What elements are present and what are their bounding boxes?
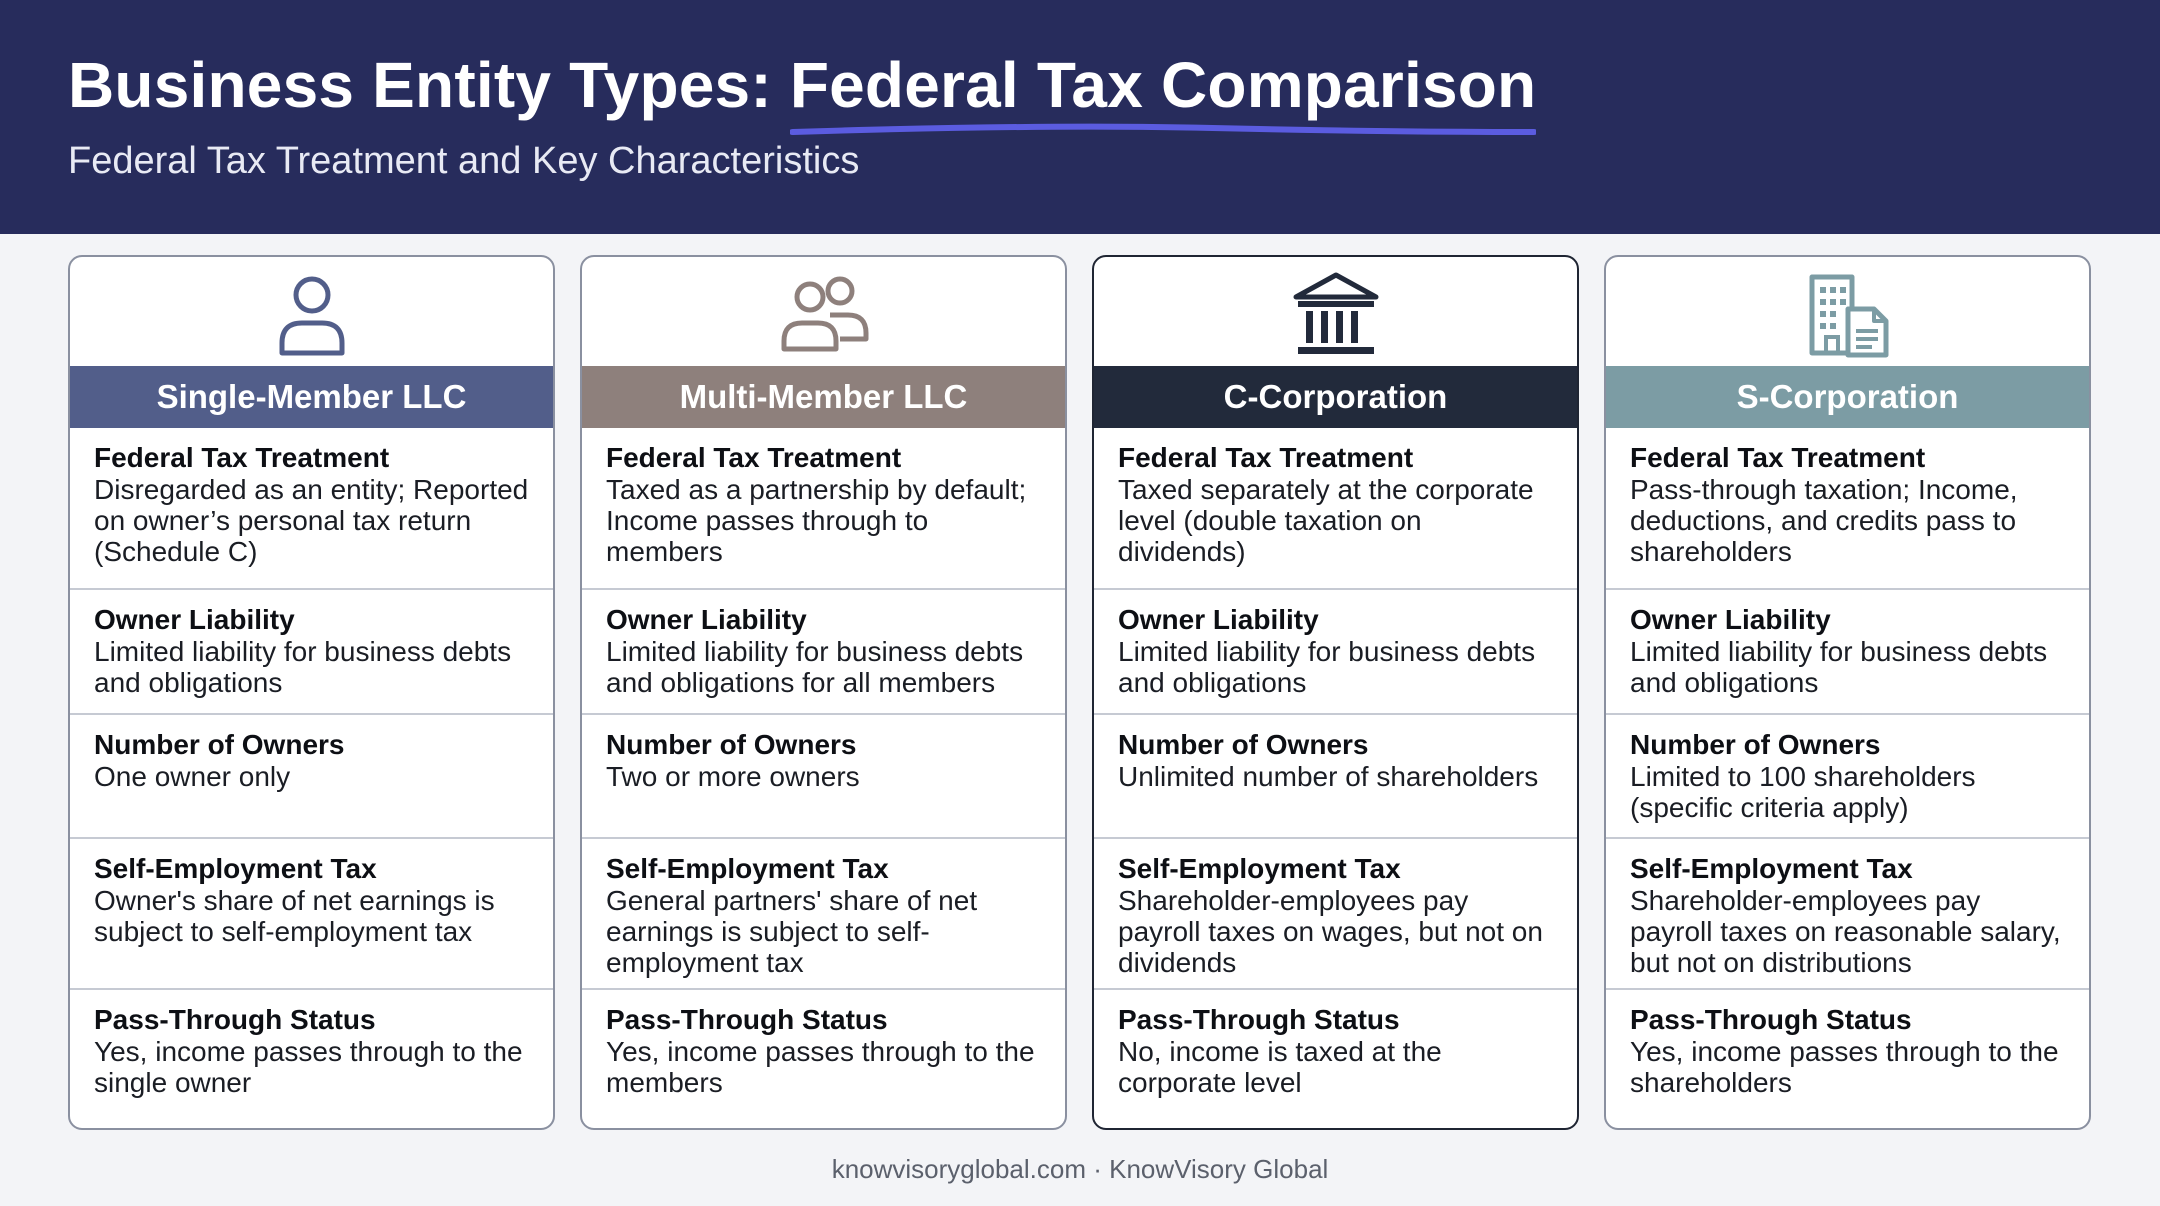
card-title: Multi-Member LLC — [582, 366, 1065, 428]
row-label: Self-Employment Tax — [1630, 853, 1913, 884]
page-subtitle: Federal Tax Treatment and Key Characteri… — [68, 140, 860, 182]
row-text: Yes, income passes through to the single… — [94, 1036, 523, 1098]
title-highlight: Federal Tax Comparison — [789, 48, 1537, 135]
row-owner-liability: Owner Liability Limited liability for bu… — [582, 588, 1065, 713]
row-federal-tax-treatment: Federal Tax Treatment Pass-through taxat… — [1606, 428, 2089, 588]
row-federal-tax-treatment: Federal Tax Treatment Disregarded as an … — [70, 428, 553, 588]
row-pass-through-status: Pass-Through Status Yes, income passes t… — [70, 988, 553, 1128]
card-title: Single-Member LLC — [70, 366, 553, 428]
row-label: Number of Owners — [94, 729, 345, 760]
row-label: Owner Liability — [1630, 604, 1831, 635]
row-label: Number of Owners — [606, 729, 857, 760]
page-title: Business Entity Types: Federal Tax Compa… — [68, 48, 1537, 135]
row-label: Federal Tax Treatment — [1630, 442, 1926, 473]
row-number-of-owners: Number of Owners One owner only — [70, 713, 553, 837]
row-text: Unlimited number of shareholders — [1118, 761, 1539, 792]
row-self-employment-tax: Self-Employment Tax Shareholder-employee… — [1094, 837, 1577, 988]
row-label: Self-Employment Tax — [606, 853, 889, 884]
row-pass-through-status: Pass-Through Status Yes, income passes t… — [582, 988, 1065, 1128]
row-self-employment-tax: Self-Employment Tax General partners' sh… — [582, 837, 1065, 988]
row-label: Number of Owners — [1118, 729, 1369, 760]
title-highlight-text: Federal Tax Comparison — [789, 49, 1537, 121]
row-text: Two or more owners — [606, 761, 860, 792]
row-label: Number of Owners — [1630, 729, 1881, 760]
card-c-corporation: C-Corporation Federal Tax Treatment Taxe… — [1092, 255, 1579, 1130]
row-label: Self-Employment Tax — [94, 853, 377, 884]
row-self-employment-tax: Self-Employment Tax Shareholder-employee… — [1606, 837, 2089, 988]
row-label: Pass-Through Status — [606, 1004, 888, 1035]
row-pass-through-status: Pass-Through Status Yes, income passes t… — [1606, 988, 2089, 1128]
row-label: Federal Tax Treatment — [606, 442, 902, 473]
card-title: S-Corporation — [1606, 366, 2089, 428]
row-text: Yes, income passes through to the shareh… — [1630, 1036, 2059, 1098]
card-title: C-Corporation — [1094, 366, 1577, 428]
row-text: Limited liability for business debts and… — [606, 636, 1024, 698]
row-federal-tax-treatment: Federal Tax Treatment Taxed separately a… — [1094, 428, 1577, 588]
row-label: Pass-Through Status — [1630, 1004, 1912, 1035]
office-document-icon — [1809, 274, 1888, 357]
people-icon — [781, 276, 868, 351]
card-single-member-llc: Single-Member LLC Federal Tax Treatment … — [68, 255, 555, 1130]
row-label: Federal Tax Treatment — [94, 442, 390, 473]
row-owner-liability: Owner Liability Limited liability for bu… — [70, 588, 553, 713]
header-banner: Business Entity Types: Federal Tax Compa… — [0, 0, 2160, 234]
row-label: Owner Liability — [1118, 604, 1319, 635]
row-number-of-owners: Number of Owners Two or more owners — [582, 713, 1065, 837]
row-text: Pass-through taxation; Income, deduction… — [1630, 474, 2018, 567]
row-number-of-owners: Number of Owners Unlimited number of sha… — [1094, 713, 1577, 837]
card-multi-member-llc: Multi-Member LLC Federal Tax Treatment T… — [580, 255, 1067, 1130]
row-text: Shareholder-employees pay payroll taxes … — [1630, 885, 2061, 978]
card-s-corporation: S-Corporation Federal Tax Treatment Pass… — [1604, 255, 2091, 1130]
row-number-of-owners: Number of Owners Limited to 100 sharehol… — [1606, 713, 2089, 837]
footer-credit: knowvisoryglobal.com · KnowVisory Global — [831, 1154, 1329, 1184]
row-text: No, income is taxed at the corporate lev… — [1118, 1036, 1442, 1098]
row-text: Disregarded as an entity; Reported on ow… — [94, 474, 529, 567]
row-federal-tax-treatment: Federal Tax Treatment Taxed as a partner… — [582, 428, 1065, 588]
row-label: Pass-Through Status — [94, 1004, 376, 1035]
row-pass-through-status: Pass-Through Status No, income is taxed … — [1094, 988, 1577, 1128]
title-prefix: Business Entity Types: — [68, 49, 790, 121]
row-self-employment-tax: Self-Employment Tax Owner's share of net… — [70, 837, 553, 988]
row-label: Pass-Through Status — [1118, 1004, 1400, 1035]
row-text: Limited liability for business debts and… — [94, 636, 512, 698]
person-icon — [279, 276, 344, 355]
title-underline — [789, 123, 1537, 135]
row-text: Yes, income passes through to the member… — [606, 1036, 1035, 1098]
row-label: Owner Liability — [94, 604, 295, 635]
row-text: Limited to 100 shareholders (specific cr… — [1630, 761, 1976, 823]
row-owner-liability: Owner Liability Limited liability for bu… — [1606, 588, 2089, 713]
row-label: Federal Tax Treatment — [1118, 442, 1414, 473]
row-label: Owner Liability — [606, 604, 807, 635]
row-text: General partners' share of net earnings … — [606, 885, 978, 978]
row-text: Owner's share of net earnings is subject… — [94, 885, 495, 947]
entity-cards: Single-Member LLC Federal Tax Treatment … — [68, 255, 2092, 1130]
row-text: Limited liability for business debts and… — [1630, 636, 2048, 698]
row-text: One owner only — [94, 761, 291, 792]
row-text: Taxed separately at the corporate level … — [1118, 474, 1534, 567]
bank-building-icon — [1293, 272, 1378, 354]
row-owner-liability: Owner Liability Limited liability for bu… — [1094, 588, 1577, 713]
row-text: Taxed as a partnership by default; Incom… — [606, 474, 1027, 567]
row-text: Limited liability for business debts and… — [1118, 636, 1536, 698]
row-text: Shareholder-employees pay payroll taxes … — [1118, 885, 1543, 978]
row-label: Self-Employment Tax — [1118, 853, 1401, 884]
